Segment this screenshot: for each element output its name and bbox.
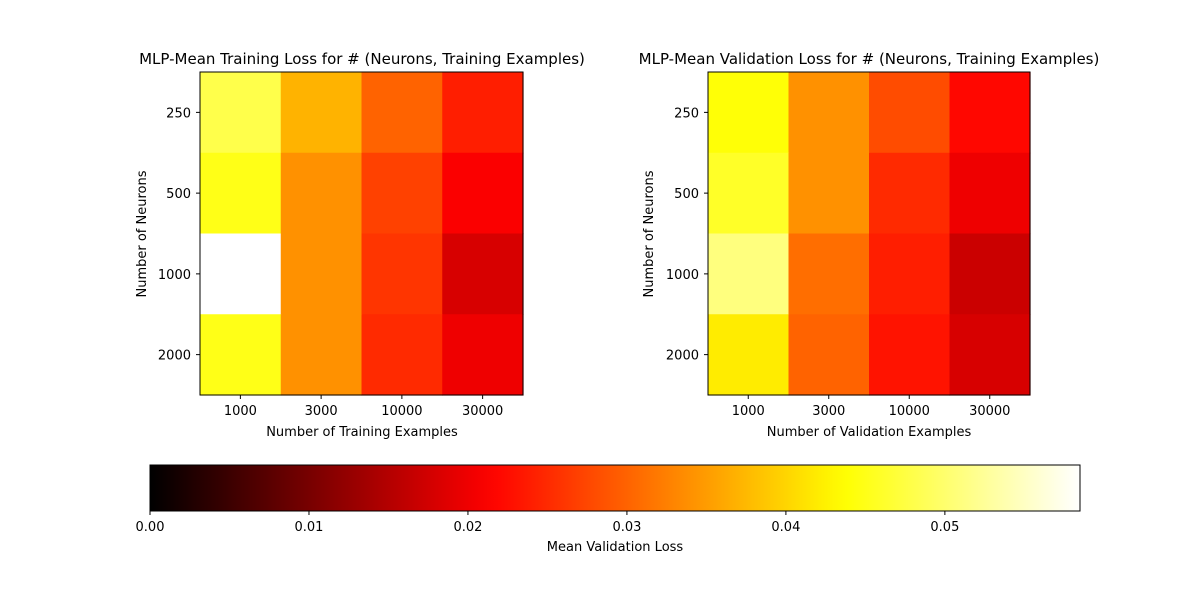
- colorbar-tick-label: 0.03: [612, 520, 641, 535]
- training-loss-cell: [280, 233, 363, 315]
- training-loss-y-tick-label: 250: [166, 106, 191, 121]
- training-loss-cell: [442, 314, 524, 396]
- validation-loss-cell: [788, 233, 870, 315]
- validation-loss-y-ticks: 250 500 1000 2000: [666, 106, 708, 364]
- validation-loss-cell: [708, 233, 790, 315]
- validation-loss-cell: [708, 72, 790, 154]
- training-loss-x-tick-label: 3000: [305, 404, 338, 419]
- training-loss-x-axis-label: Number of Training Examples: [266, 425, 458, 440]
- colorbar-ticks: 0.00 0.01 0.02 0.03 0.04 0.05: [136, 511, 959, 535]
- training-loss-cell: [200, 314, 282, 396]
- training-loss-cell: [280, 72, 363, 154]
- training-loss-x-tick-label: 30000: [462, 404, 503, 419]
- validation-loss-x-tick-label: 1000: [732, 404, 765, 419]
- validation-loss-y-tick-label: 500: [674, 187, 699, 202]
- training-loss-cell: [200, 233, 282, 315]
- training-loss-cell: [442, 152, 524, 235]
- training-loss-y-tick-label: 2000: [158, 349, 191, 364]
- training-loss-y-tick-label: 500: [166, 187, 191, 202]
- validation-loss-cell: [869, 72, 951, 154]
- training-loss-cell: [442, 233, 524, 315]
- training-loss-cell: [361, 152, 443, 235]
- validation-loss-cell: [708, 152, 790, 235]
- validation-loss-cell: [869, 152, 951, 235]
- training-loss-y-axis-label: Number of Neurons: [135, 170, 150, 297]
- colorbar-tick-label: 0.01: [294, 520, 323, 535]
- colorbar-gradient: [150, 465, 1080, 511]
- validation-loss-x-tick-label: 3000: [812, 404, 845, 419]
- validation-loss-x-ticks: 1000 3000 10000 30000: [732, 395, 1010, 419]
- validation-loss-y-tick-label: 2000: [666, 349, 699, 364]
- training-loss-heatmap: MLP-Mean Training Loss for # (Neurons, T…: [135, 50, 585, 440]
- colorbar-tick-label: 0.04: [771, 520, 800, 535]
- validation-loss-cell: [949, 314, 1031, 396]
- colorbar-frame: [149, 464, 1081, 512]
- colorbar-tick-label: 0.00: [136, 520, 165, 535]
- training-loss-y-ticks: 250 500 1000 2000: [158, 106, 200, 364]
- validation-loss-y-tick-label: 1000: [666, 268, 699, 283]
- training-loss-cell: [361, 233, 443, 315]
- validation-loss-cell: [949, 152, 1031, 235]
- colorbar-tick-label: 0.05: [930, 520, 959, 535]
- validation-loss-cell: [949, 72, 1031, 154]
- training-loss-x-tick-label: 1000: [224, 404, 257, 419]
- training-loss-cell: [280, 152, 363, 235]
- training-loss-cell: [200, 152, 282, 235]
- validation-loss-cells: [708, 72, 1031, 396]
- training-loss-cell: [442, 72, 524, 154]
- training-loss-cell: [361, 314, 443, 396]
- training-loss-cell: [200, 72, 282, 154]
- validation-loss-cell: [869, 233, 951, 315]
- validation-loss-y-axis-label: Number of Neurons: [642, 170, 657, 297]
- validation-loss-cell: [788, 72, 870, 154]
- validation-loss-x-tick-label: 10000: [889, 404, 930, 419]
- training-loss-axes-frame: [199, 71, 524, 396]
- training-loss-y-tick-label: 1000: [158, 268, 191, 283]
- training-loss-cell: [361, 72, 443, 154]
- validation-loss-x-axis-label: Number of Validation Examples: [767, 425, 972, 440]
- validation-loss-x-tick-label: 30000: [969, 404, 1010, 419]
- validation-loss-title: MLP-Mean Validation Loss for # (Neurons,…: [639, 50, 1100, 68]
- validation-loss-cell: [949, 233, 1031, 315]
- training-loss-x-tick-label: 10000: [381, 404, 422, 419]
- colorbar-tick-label: 0.02: [453, 520, 482, 535]
- training-loss-x-ticks: 1000 3000 10000 30000: [224, 395, 503, 419]
- validation-loss-cell: [788, 314, 870, 396]
- training-loss-cells: [200, 72, 524, 396]
- validation-loss-axes-frame: [707, 71, 1031, 396]
- validation-loss-cell: [788, 152, 870, 235]
- colorbar: 0.00 0.01 0.02 0.03 0.04 0.05 Mean Validation…: [136, 464, 1081, 555]
- validation-loss-y-tick-label: 250: [674, 106, 699, 121]
- training-loss-title: MLP-Mean Training Loss for # (Neurons, T…: [139, 50, 585, 68]
- validation-loss-cell: [708, 314, 790, 396]
- training-loss-cell: [280, 314, 363, 396]
- validation-loss-heatmap: MLP-Mean Validation Loss for # (Neurons,…: [639, 50, 1100, 440]
- validation-loss-cell: [869, 314, 951, 396]
- colorbar-label: Mean Validation Loss: [547, 540, 684, 555]
